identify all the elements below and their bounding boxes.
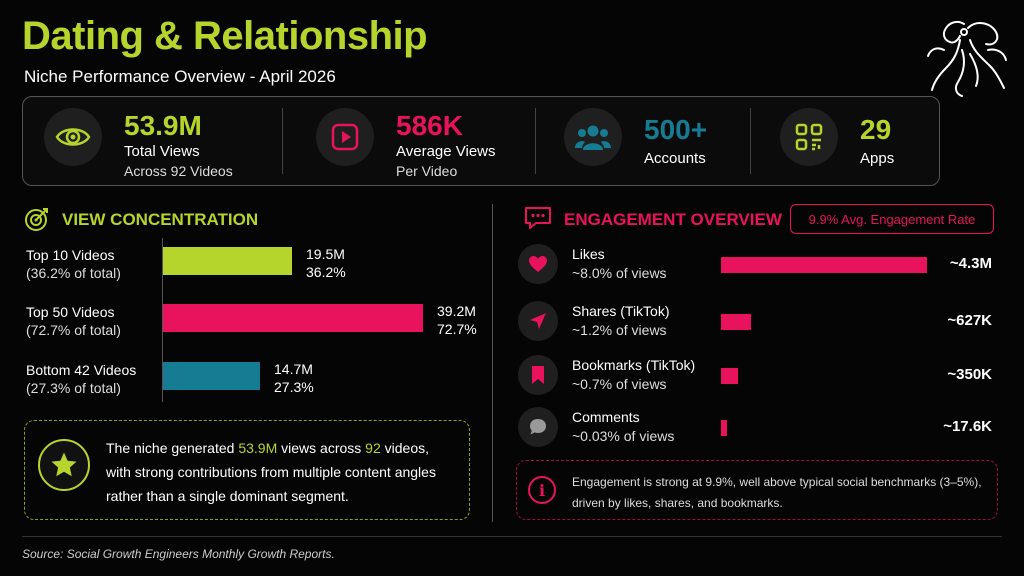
stat-sub: Across 92 Videos — [124, 163, 233, 179]
engagement-value-label: ~17.6K — [943, 418, 992, 435]
stat-label: Accounts — [644, 150, 706, 167]
stat-label: Average Views — [396, 143, 496, 160]
engagement-metric-sub: ~1.2% of views — [572, 322, 667, 338]
page-title: Dating & Relationship — [22, 14, 428, 58]
stat-value: 29 — [860, 114, 892, 145]
stat-divider — [282, 108, 283, 174]
engagement-bar — [721, 257, 927, 273]
engagement-metric-sub: ~8.0% of views — [572, 265, 667, 281]
bar-category-label: Top 50 Videos — [26, 304, 115, 320]
view-concentration-title: VIEW CONCENTRATION — [62, 210, 259, 229]
engagement-value-label: ~4.3M — [949, 255, 992, 272]
engagement-rate-badge: 9.9% Avg. Engagement Rate — [790, 204, 994, 234]
engagement-metric-label: Comments — [572, 409, 640, 425]
engagement-metric-label: Likes — [572, 246, 605, 262]
view-note-text: The niche generated 53.9M views across 9… — [106, 440, 436, 504]
engagement-bar — [721, 314, 751, 330]
page-subtitle: Niche Performance Overview - April 2026 — [24, 67, 336, 86]
users-icon — [564, 108, 622, 166]
brand-logo — [927, 20, 1007, 97]
stat-sub: Per Video — [396, 163, 458, 179]
section-divider — [492, 204, 493, 522]
source-note: Source: Social Growth Engineers Monthly … — [22, 547, 335, 561]
target-icon — [25, 208, 48, 231]
eye-icon — [44, 108, 102, 166]
engagement-title: ENGAGEMENT OVERVIEW — [564, 210, 782, 229]
view-note — [24, 420, 470, 520]
engagement-value-label: ~350K — [947, 366, 992, 383]
bookmark-icon — [518, 355, 558, 395]
engagement-metric-sub: ~0.7% of views — [572, 376, 667, 392]
stat-value: 500+ — [644, 114, 708, 145]
bar-category-sub: (72.7% of total) — [26, 322, 121, 338]
bar-axis — [162, 238, 163, 402]
stat-divider — [750, 108, 751, 174]
star-icon — [38, 439, 90, 491]
footer-divider — [22, 536, 1002, 537]
bar — [163, 247, 292, 275]
bar-value-label: 39.2M 72.7% — [437, 303, 477, 337]
bar-category-sub: (27.3% of total) — [26, 380, 121, 396]
stat-value: 586K — [396, 110, 463, 141]
engagement-bar — [721, 368, 738, 384]
info-icon: i — [528, 476, 556, 504]
bar-category-label: Top 10 Videos — [26, 247, 115, 263]
bar — [163, 362, 260, 390]
apps-icon — [780, 108, 838, 166]
chat-icon — [525, 207, 551, 229]
bar-category-label: Bottom 42 Videos — [26, 362, 137, 378]
engagement-metric-label: Bookmarks (TikTok) — [572, 357, 696, 373]
stat-label: Apps — [860, 150, 895, 167]
engagement-metric-sub: ~0.03% of views — [572, 428, 675, 444]
engagement-note — [516, 460, 998, 520]
stat-label: Total Views — [124, 143, 200, 160]
engagement-bar — [721, 420, 727, 436]
comment-icon — [518, 407, 558, 447]
send-icon — [518, 301, 558, 341]
engagement-metric-label: Shares (TikTok) — [572, 303, 670, 319]
bar-value-label: 19.5M 36.2% — [306, 246, 346, 280]
bar-category-sub: (36.2% of total) — [26, 265, 121, 281]
stat-divider — [535, 108, 536, 174]
engagement-value-label: ~627K — [947, 312, 992, 329]
bar — [163, 304, 423, 332]
heart-icon — [518, 244, 558, 284]
play-icon — [316, 108, 374, 166]
engagement-note-text: Engagement is strong at 9.9%, well above… — [572, 475, 982, 510]
stat-value: 53.9M — [124, 110, 202, 141]
bar-value-label: 14.7M 27.3% — [274, 361, 314, 395]
